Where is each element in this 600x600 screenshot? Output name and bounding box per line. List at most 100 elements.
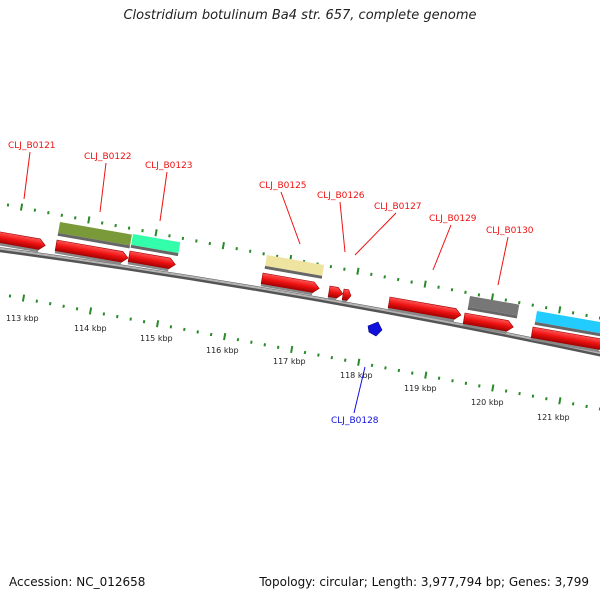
outer-tick [410, 280, 413, 284]
gene-bar-grey [467, 296, 520, 319]
axis-label-kbp: 117 kbp [273, 357, 306, 366]
inner-tick [384, 366, 387, 370]
inner-tick [397, 368, 401, 373]
genome-summary-text: Topology: circular; Length: 3,977,794 bp… [259, 575, 589, 589]
inner-tick [129, 317, 132, 321]
outer-tick [181, 236, 185, 241]
cds-arrow-shape [54, 239, 129, 263]
outer-tick [19, 203, 24, 211]
cds-arrow-shadow [54, 250, 122, 265]
outer-tick [396, 277, 400, 282]
outer-tick [248, 249, 252, 253]
outer-tick [423, 280, 427, 288]
cds-arrow [327, 285, 344, 301]
gene-bar-olive-shadow [57, 232, 131, 249]
cds-arrow-shadow [530, 337, 600, 353]
inner-tick [183, 327, 186, 332]
outer-tick [60, 213, 64, 217]
outer-tick [450, 288, 454, 292]
inner-tick [290, 345, 294, 354]
gene-label: CLJ_B0127 [374, 202, 422, 212]
outer-tick [235, 247, 238, 251]
inner-tick [102, 312, 106, 316]
cds-arrow [530, 326, 600, 353]
cds-arrow-shape [260, 272, 320, 294]
outer-tick [585, 313, 588, 318]
cds-arrow-shadow [341, 299, 347, 304]
reverse-gene-marker [367, 321, 383, 337]
cds-arrow-shadow [462, 323, 507, 334]
cds-arrow [260, 272, 320, 296]
gene-label: CLJ_B0122 [84, 152, 132, 162]
gene-label: CLJ_B0121 [8, 141, 56, 151]
gene-leader-line [159, 171, 168, 222]
cds-arrow-shape [0, 230, 46, 251]
kbp-tick-marks [6, 203, 600, 411]
inner-tick [571, 402, 575, 406]
axis-label-kbp: 119 kbp [404, 384, 437, 393]
gene-bar-olive [57, 222, 132, 249]
outer-tick [114, 223, 117, 228]
kbp-axis-labels: 113 kbp 114 kbp 115 kbp 116 kbp 117 kbp 118 k… [6, 314, 570, 422]
inner-tick [558, 397, 562, 405]
gene-bar-grey-shadow [467, 306, 518, 319]
inner-tick [169, 325, 173, 329]
inner-tick [478, 384, 481, 388]
inner-tick [464, 381, 468, 385]
outer-tick [544, 306, 548, 310]
outer-tick [195, 239, 198, 243]
cds-arrow-shape [327, 285, 344, 299]
gene-features [0, 222, 600, 353]
cds-arrow [387, 296, 462, 322]
outer-tick [343, 267, 346, 271]
gene-bar-grey-body [468, 296, 520, 316]
genome-title: Clostridium botulinum Ba4 str. 657, comp… [123, 8, 477, 23]
gene-label-leaders [23, 151, 509, 414]
outer-tick [168, 234, 171, 238]
inner-tick [48, 302, 52, 306]
outer-tick [504, 298, 508, 302]
gene-label: CLJ_B0130 [486, 226, 534, 236]
cds-arrow-shape [462, 312, 514, 332]
gene-bar-teal [130, 234, 181, 257]
gene-label: CLJ_B0128 [331, 416, 379, 426]
gene-leader-line [353, 366, 366, 414]
inner-tick [491, 384, 495, 392]
inner-tick [343, 358, 347, 362]
outer-tick [6, 203, 10, 207]
gene-leader-line [99, 162, 107, 213]
inner-tick [236, 338, 240, 342]
outer-tick [87, 216, 91, 224]
outer-tick [154, 229, 158, 237]
gene-bar-cyan-body [535, 310, 600, 334]
gene-bar-yellow-body [265, 254, 325, 276]
inner-tick [62, 304, 65, 308]
cds-arrow [54, 239, 129, 265]
inner-tick [437, 376, 441, 380]
inner-tick [531, 394, 535, 398]
outer-tick [558, 306, 562, 314]
inner-tick [357, 358, 361, 366]
outer-tick [370, 272, 373, 276]
inner-tick [411, 371, 414, 375]
inner-tick [276, 345, 280, 350]
outer-tick [531, 303, 534, 307]
gene-bar-yellow [264, 254, 325, 279]
inner-tick [317, 353, 320, 357]
axis-label-kbp: 114 kbp [74, 324, 107, 333]
inner-tick [504, 389, 508, 393]
axis-label-kbp: 116 kbp [206, 346, 239, 355]
gene-bar-teal-body [131, 234, 181, 254]
outer-tick [47, 211, 50, 215]
gene-labels: CLJ_B0121 CLJ_B0122 CLJ_B0123 CLJ_B0125 CLJ_… [8, 141, 534, 426]
cds-arrow-shadow [387, 307, 455, 322]
inner-tick [303, 350, 307, 355]
inner-tick [451, 379, 454, 383]
axis-label-kbp: 115 kbp [140, 334, 173, 343]
outer-tick [100, 221, 104, 225]
outer-tick [141, 229, 144, 233]
outer-tick [74, 216, 77, 220]
gene-label: CLJ_B0126 [317, 191, 365, 201]
outer-tick [383, 275, 386, 279]
